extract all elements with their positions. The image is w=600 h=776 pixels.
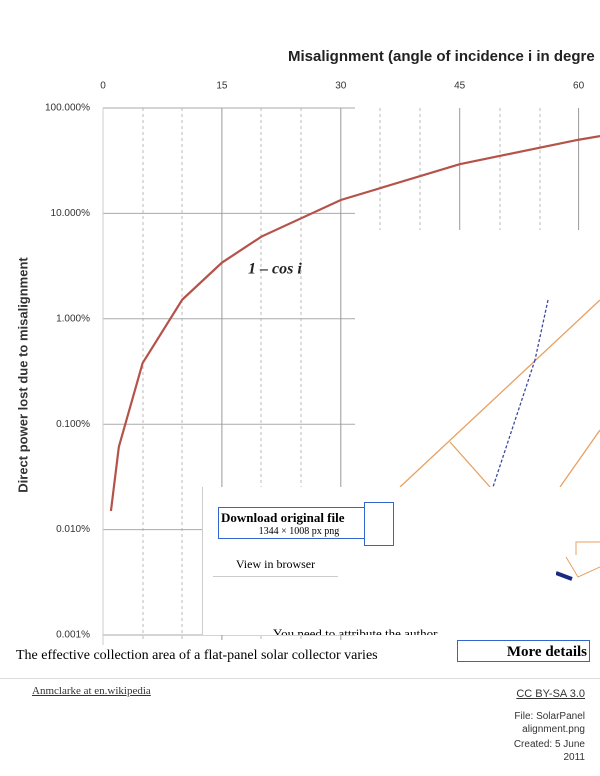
download-button[interactable]: Download original file 1344 × 1008 px pn… [218,507,380,539]
file-size: 1344 × 1008 px png [258,526,340,537]
x-tick-label: 0 [100,81,106,92]
y-tick-label: 10.000% [51,208,91,219]
diagram-detail [555,541,600,581]
y-tick-label: 0.100% [56,419,90,430]
license-link[interactable]: CC BY-SA 3.0 [516,688,585,700]
y-axis-label: Direct power lost due to misalignment [15,257,30,493]
y-tick-label: 0.010% [56,524,90,535]
more-details-button[interactable]: More details [457,640,590,662]
x-tick-label: 30 [335,81,347,92]
caption: The effective collection area of a flat-… [16,648,378,663]
y-tick-label: 100.000% [45,103,90,114]
divider [0,678,600,679]
download-label: Download original file [221,510,345,525]
x-tick-label: 15 [216,81,228,92]
author-link[interactable]: Anmclarke at en.wikipedia [32,685,151,697]
x-tick-label: 60 [573,81,585,92]
x-tick-label: 45 [454,81,466,92]
y-tick-label: 1.000% [56,313,90,324]
download-options[interactable] [364,502,394,546]
curve [109,134,600,512]
file-name: File: SolarPanel alignment.png [514,711,585,735]
viewer-panel: Download original file 1344 × 1008 px pn… [202,487,557,635]
curve-annotation: 1 – cos i [248,261,302,278]
diagram-lines [399,299,600,488]
created-date: Created: 5 June 2011 [513,739,585,763]
panel-side [555,487,600,635]
chart-title: Misalignment (angle of incidence i in de… [288,48,595,65]
view-in-browser[interactable]: View in browser [213,557,338,577]
minor-grid [142,108,541,640]
y-tick-label: 0.001% [56,630,90,641]
attribution-note: You need to attribute the author [273,626,438,635]
